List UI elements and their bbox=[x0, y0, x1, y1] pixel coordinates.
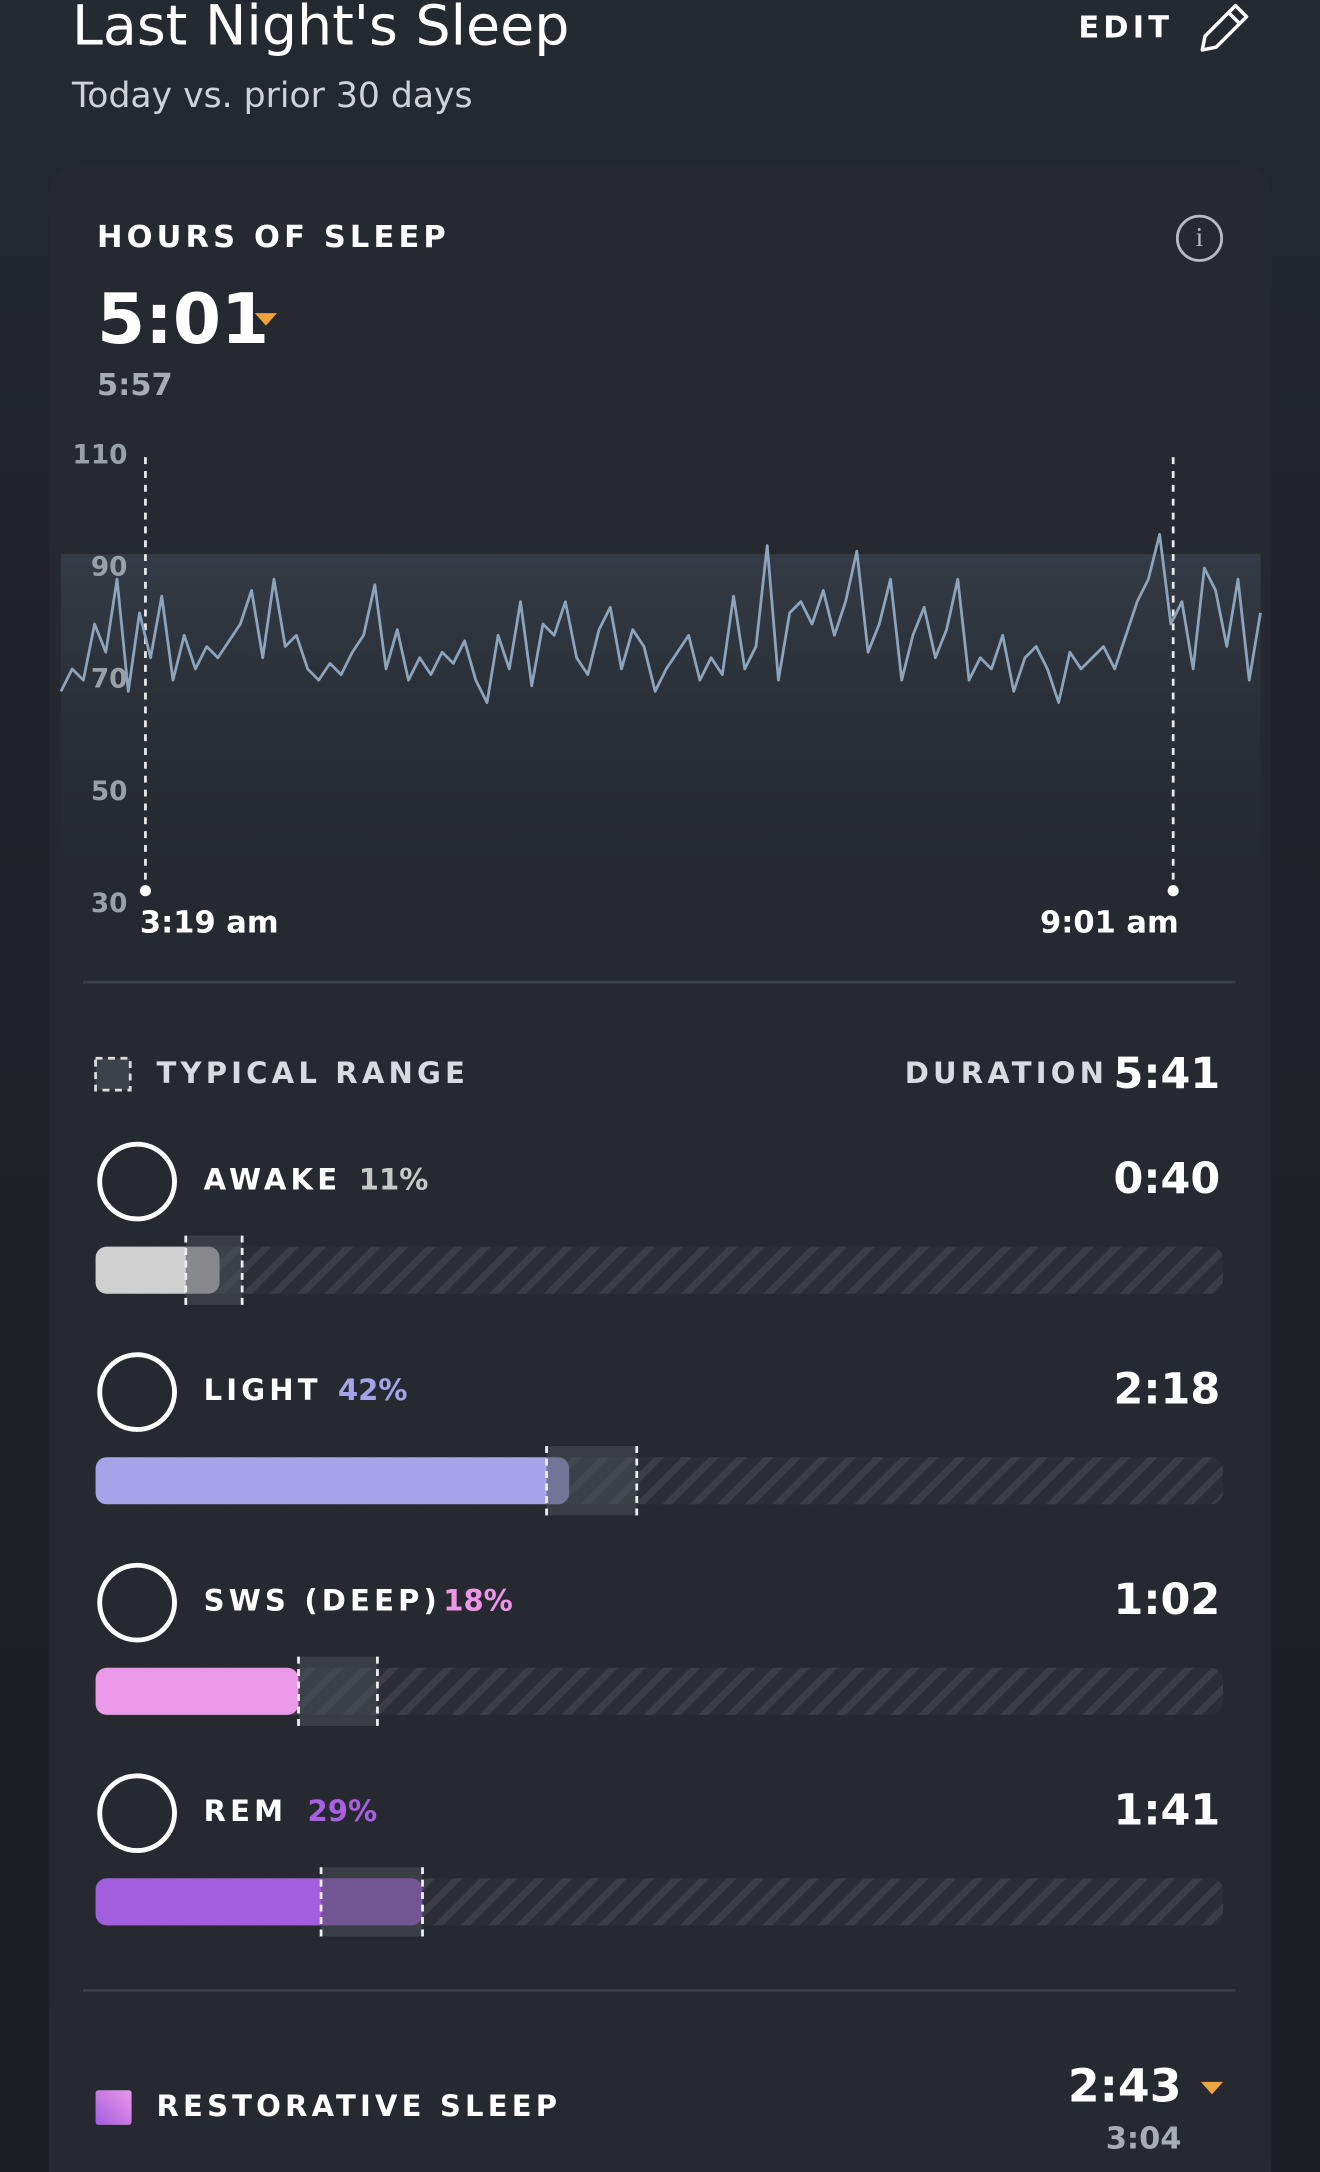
stage-name: SWS (DEEP) bbox=[204, 1584, 441, 1618]
chart-shadow bbox=[60, 554, 1261, 915]
restorative-typical: 3:04 bbox=[1106, 2122, 1182, 2157]
y-tick-label: 110 bbox=[73, 440, 128, 470]
down-arrow bbox=[254, 313, 278, 326]
stage-duration: 1:02 bbox=[1114, 1575, 1221, 1625]
legend-label: TYPICAL RANGE bbox=[157, 1056, 470, 1090]
stage-bar bbox=[95, 1667, 299, 1715]
restorative-value: 2:43 bbox=[1068, 2059, 1182, 2112]
stage-icon bbox=[97, 1141, 177, 1222]
typical-range bbox=[298, 1656, 378, 1726]
typical-range bbox=[546, 1446, 637, 1516]
total-duration: 5:41 bbox=[1114, 1049, 1221, 1099]
stage-duration: 1:41 bbox=[1114, 1786, 1221, 1836]
page-title: Last Night's Sleep bbox=[72, 0, 569, 58]
y-tick-label: 70 bbox=[91, 665, 128, 695]
stage-percent: 42% bbox=[338, 1373, 408, 1407]
y-tick-label: 50 bbox=[91, 777, 128, 807]
typical-range bbox=[185, 1235, 243, 1305]
card-title: HOURS OF SLEEP bbox=[97, 220, 450, 255]
restorative-title: RESTORATIVE SLEEP bbox=[157, 2089, 562, 2123]
typical-range-icon bbox=[94, 1056, 132, 1092]
stage-percent: 11% bbox=[359, 1163, 429, 1197]
sleep-hours: 5:01 bbox=[97, 280, 269, 360]
stage-track bbox=[95, 1246, 1224, 1294]
stage-percent: 18% bbox=[443, 1584, 513, 1618]
stage-duration: 2:18 bbox=[1114, 1365, 1221, 1415]
typical-hours: 5:57 bbox=[97, 368, 173, 403]
y-tick-label: 30 bbox=[91, 889, 128, 919]
stage-icon bbox=[97, 1773, 177, 1853]
stages: AWAKE 11% 0:40 LIGHT 42% 2:18 SWS (DEEP) 18% 1:0… bbox=[95, 1141, 1224, 1937]
start-time: 3:19 am bbox=[140, 905, 279, 940]
stage-name: REM bbox=[204, 1794, 288, 1828]
info-icon-glyph[interactable]: i bbox=[1196, 221, 1204, 252]
stage-percent: 29% bbox=[307, 1794, 377, 1828]
stage-duration: 0:40 bbox=[1114, 1154, 1221, 1204]
end-time: 9:01 am bbox=[1040, 905, 1179, 940]
info-icon[interactable] bbox=[1175, 214, 1224, 262]
duration-label: DURATION bbox=[905, 1056, 1108, 1090]
sleep-marker-dot bbox=[139, 885, 151, 897]
stage-name: LIGHT bbox=[204, 1373, 322, 1407]
page-subtitle: Today vs. prior 30 days bbox=[71, 76, 473, 116]
edit-button[interactable]: EDIT bbox=[1078, 11, 1173, 46]
heart-rate-line bbox=[59, 532, 1262, 704]
edit-icon[interactable] bbox=[1200, 3, 1249, 52]
y-tick-label: 90 bbox=[91, 552, 128, 582]
restorative-icon bbox=[95, 2090, 132, 2125]
stage-bar bbox=[95, 1457, 570, 1505]
heart-rate-chart: 30 50 70 90 110 3:19 am 9:01 am bbox=[59, 440, 1262, 940]
typical-range bbox=[321, 1867, 423, 1937]
sleep-marker-dot bbox=[1167, 885, 1179, 897]
down-arrow bbox=[1200, 2081, 1224, 2095]
stage-name: AWAKE bbox=[204, 1163, 342, 1197]
stage-icon bbox=[97, 1352, 177, 1432]
stage-icon bbox=[97, 1562, 177, 1643]
